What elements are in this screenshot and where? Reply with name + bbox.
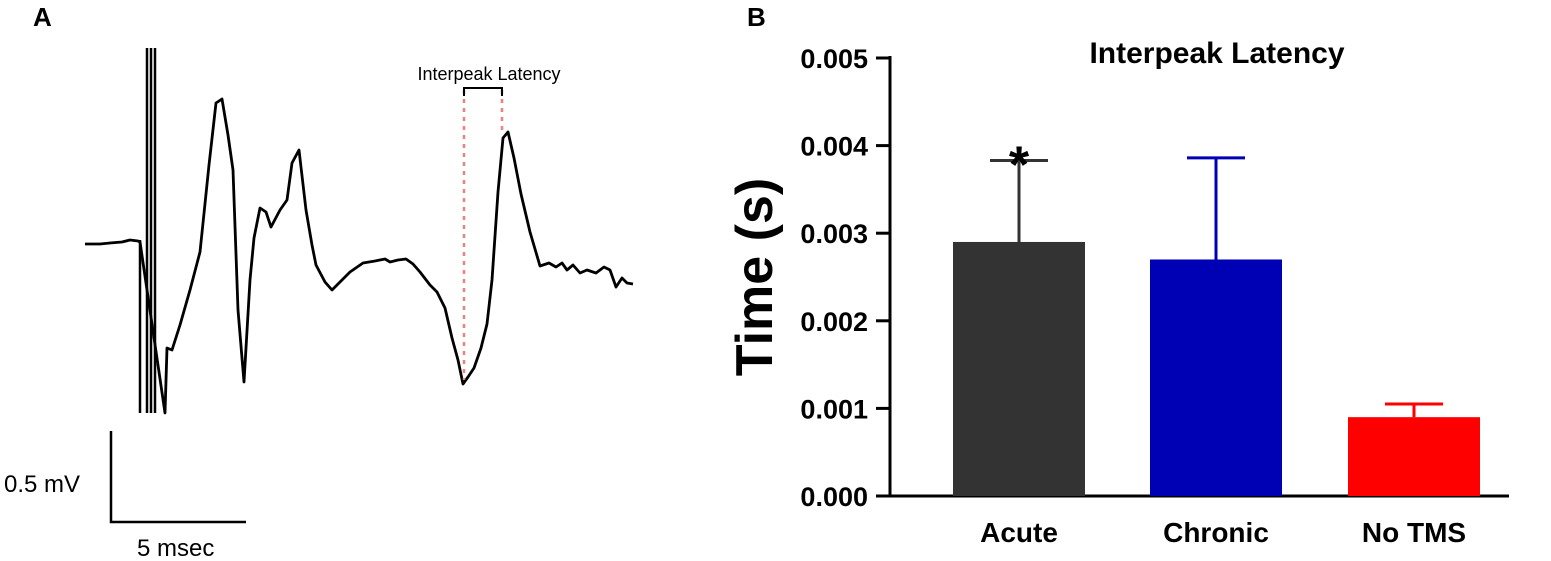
bar-acute [953,241,1085,496]
y-tick-label: 0.001 [800,394,868,424]
significance-marks: * [1009,136,1030,194]
panel-b: B Interpeak Latency Time (s) 0.0000.0010… [726,2,1509,548]
x-tick-label: Acute [980,517,1058,548]
panel-a: A Interpeak Latency 0.5 mV 5 msec [4,2,634,561]
x-tick-label: No TMS [1362,517,1466,548]
x-tick-label: Chronic [1163,517,1269,548]
panel-b-label: B [747,2,766,32]
interpeak-bracket [463,87,503,96]
stimulus-artifact [138,48,157,413]
chart-title: Interpeak Latency [1089,37,1344,70]
panel-a-label: A [33,2,52,32]
y-tick-label: 0.002 [800,307,868,337]
y-tick-label: 0.003 [800,219,868,249]
y-tick-label: 0.005 [800,44,868,74]
bars [953,241,1480,496]
interpeak-annotation: Interpeak Latency [417,64,560,84]
scale-bar [109,431,246,524]
x-tick-labels: Acute Chronic No TMS [980,517,1466,548]
y-ticks: 0.000 0.001 0.002 0.003 0.004 0.005 [800,44,890,512]
scale-bar-x-label: 5 msec [137,535,214,561]
y-axis-label: Time (s) [726,178,784,376]
scale-bar-y-label: 0.5 mV [4,471,80,498]
waveform-trace [85,97,634,415]
y-tick-label: 0.004 [800,132,868,162]
y-tick-label: 0.000 [800,482,868,512]
significance-star: * [1009,136,1030,194]
error-bars [990,156,1443,418]
bar-no-tms [1348,417,1480,496]
bar-chronic [1150,259,1282,496]
